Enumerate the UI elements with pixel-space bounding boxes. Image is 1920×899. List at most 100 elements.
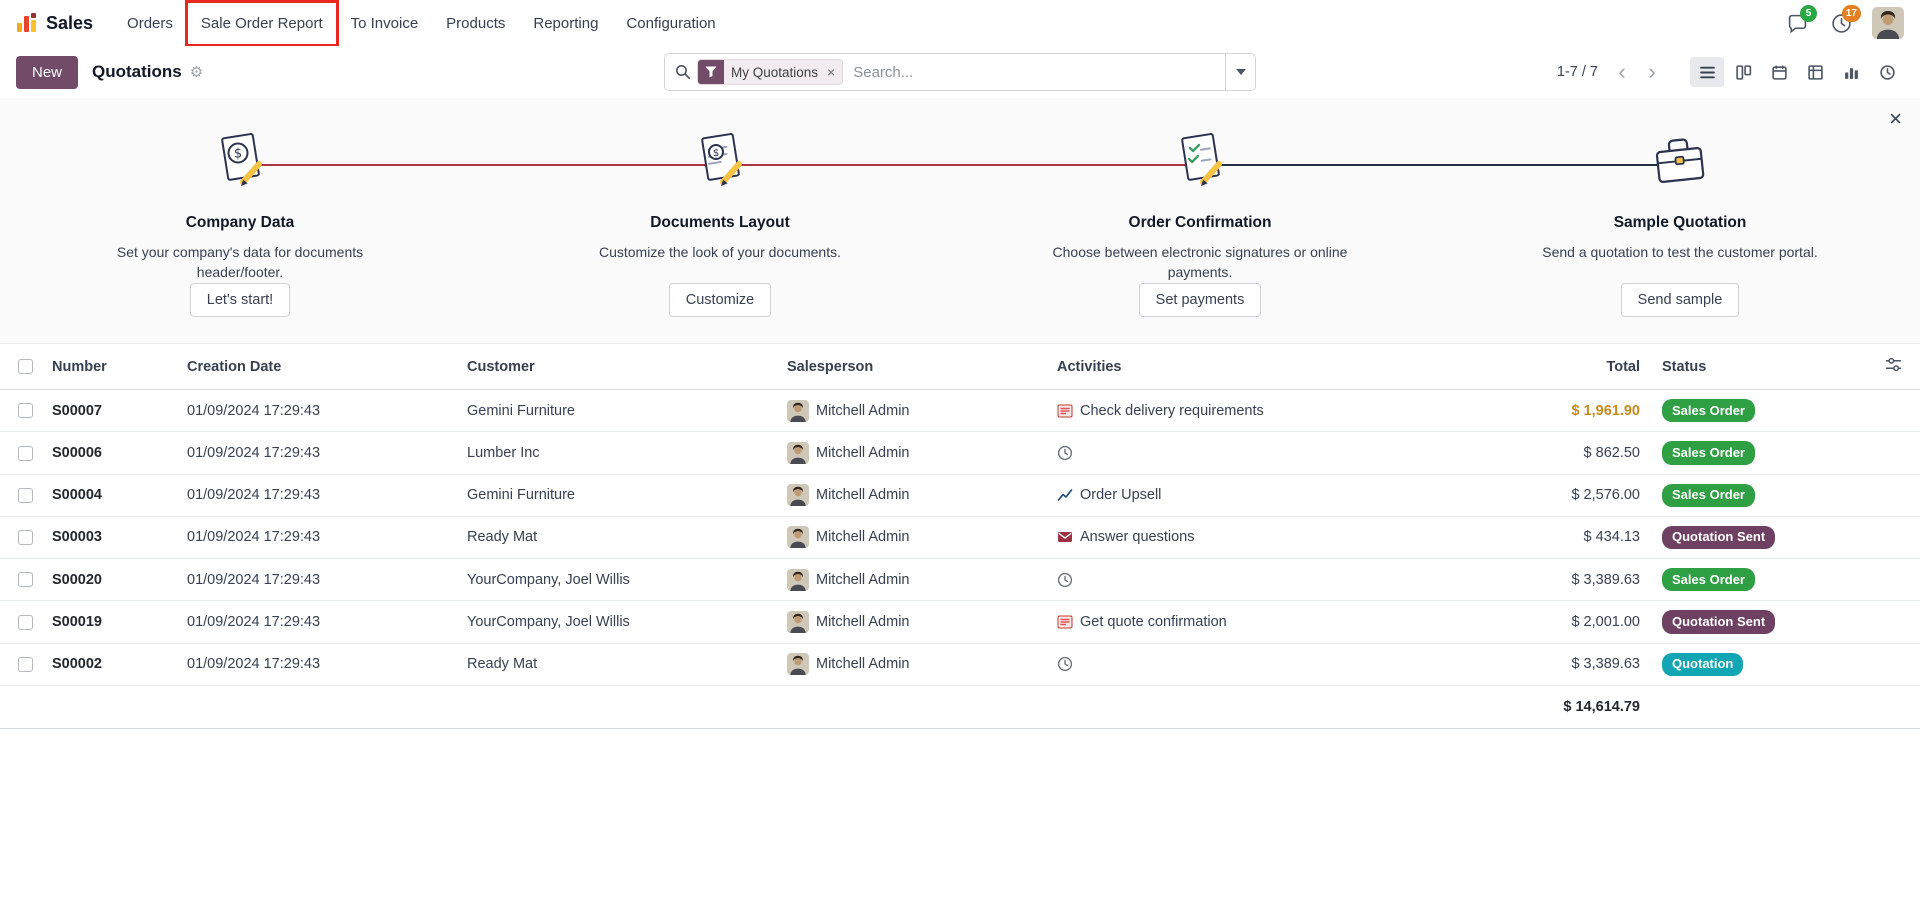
creation-date: 01/09/2024 17:29:43	[187, 571, 321, 588]
row-checkbox[interactable]	[18, 487, 33, 503]
company-data-document-icon: $	[205, 116, 275, 212]
salesperson-avatar	[787, 484, 809, 507]
menu-orders-label: Orders	[127, 14, 173, 32]
status-badge: Sales Order	[1662, 441, 1755, 465]
step-description: Set your company's data for documents he…	[116, 244, 364, 281]
status-badge: Quotation Sent	[1662, 525, 1776, 549]
total-amount: $ 3,389.63	[1571, 656, 1640, 673]
onboarding-step-company-data: $ Company Data Set your company's data f…	[0, 116, 480, 343]
column-header-creation-date[interactable]: Creation Date	[179, 344, 459, 390]
activities-button[interactable]: 17	[1828, 5, 1861, 36]
view-list-button[interactable]	[1690, 57, 1724, 87]
salesperson-avatar	[787, 610, 809, 633]
row-checkbox[interactable]	[18, 530, 33, 546]
set-payments-button[interactable]: Set payments	[1138, 283, 1262, 317]
order-number: S00019	[52, 613, 102, 630]
table-row[interactable]: S00019 01/09/2024 17:29:43 YourCompany, …	[0, 600, 1920, 644]
table-row[interactable]: S00003 01/09/2024 17:29:43 Ready Mat Mit…	[0, 516, 1920, 560]
menu-to-invoice[interactable]: To Invoice	[339, 7, 431, 40]
view-pivot-button[interactable]	[1798, 57, 1832, 87]
column-header-status[interactable]: Status	[1648, 344, 1868, 390]
menu-products[interactable]: Products	[434, 7, 517, 40]
send-sample-button[interactable]: Send sample	[1620, 283, 1740, 317]
view-graph-button[interactable]	[1834, 57, 1868, 87]
salesperson-name: Mitchell Admin	[816, 529, 910, 546]
new-button[interactable]: New	[16, 55, 79, 89]
row-checkbox[interactable]	[18, 572, 33, 588]
user-avatar[interactable]	[1872, 7, 1904, 39]
menu-sale-order-report-label: Sale Order Report	[200, 14, 323, 32]
column-header-total[interactable]: Total	[1498, 344, 1648, 390]
view-calendar-button[interactable]	[1762, 57, 1796, 87]
view-settings-gear-icon[interactable]: ⚙	[189, 64, 204, 81]
systray: 5 17	[1784, 5, 1904, 39]
row-checkbox[interactable]	[18, 614, 33, 630]
activity-icon[interactable]	[1057, 614, 1073, 630]
view-activity-button[interactable]	[1870, 57, 1904, 87]
svg-text:$: $	[234, 147, 242, 162]
salesperson-name: Mitchell Admin	[816, 613, 910, 630]
lets-start-button[interactable]: Let's start!	[189, 283, 291, 317]
onboarding-close-icon[interactable]: ×	[1889, 106, 1902, 131]
quotations-table: Number Creation Date Customer Salesperso…	[0, 344, 1920, 729]
activity-icon[interactable]	[1057, 403, 1073, 419]
creation-date: 01/09/2024 17:29:43	[187, 444, 321, 461]
status-badge: Quotation Sent	[1662, 610, 1776, 634]
row-checkbox[interactable]	[18, 445, 33, 461]
facet-label: My Quotations	[724, 60, 826, 84]
activity-icon[interactable]	[1057, 487, 1073, 503]
activity-icon[interactable]	[1057, 572, 1073, 588]
view-switcher	[1690, 57, 1904, 87]
menu-configuration[interactable]: Configuration	[614, 7, 727, 40]
table-row[interactable]: S00006 01/09/2024 17:29:43 Lumber Inc Mi…	[0, 431, 1920, 475]
activity-label: Order Upsell	[1080, 487, 1162, 504]
activity-icon[interactable]	[1057, 656, 1073, 672]
column-header-activities[interactable]: Activities	[1049, 344, 1498, 390]
optional-columns-icon[interactable]	[1885, 357, 1902, 377]
total-amount: $ 862.50	[1583, 444, 1640, 461]
column-header-customer[interactable]: Customer	[459, 344, 779, 390]
column-header-number[interactable]: Number	[44, 344, 179, 390]
main-menu: Orders Sale Order Report To Invoice Prod…	[115, 0, 1784, 47]
activity-icon[interactable]	[1057, 529, 1073, 545]
row-checkbox[interactable]	[18, 656, 33, 672]
customer-name: Ready Mat	[467, 529, 538, 546]
menu-sale-order-report[interactable]: Sale Order Report	[184, 0, 339, 47]
step-description: Choose between electronic signatures or …	[1052, 244, 1348, 281]
table-row[interactable]: S00004 01/09/2024 17:29:43 Gemini Furnit…	[0, 474, 1920, 517]
customize-button[interactable]: Customize	[668, 283, 772, 317]
total-amount: $ 2,576.00	[1571, 487, 1640, 504]
step-title: Sample Quotation	[1613, 214, 1747, 231]
search-bar[interactable]: My Quotations ×	[664, 53, 1256, 91]
activity-icon[interactable]	[1057, 445, 1073, 461]
view-kanban-button[interactable]	[1726, 57, 1760, 87]
clock-icon	[1831, 13, 1852, 34]
column-header-salesperson[interactable]: Salesperson	[779, 344, 1049, 390]
menu-orders[interactable]: Orders	[115, 7, 185, 40]
messages-button[interactable]: 5	[1784, 5, 1817, 36]
activity-label: Get quote confirmation	[1080, 613, 1227, 630]
table-row[interactable]: S00020 01/09/2024 17:29:43 YourCompany, …	[0, 558, 1920, 602]
sales-app-brand[interactable]: Sales	[16, 12, 93, 34]
pager-previous-button[interactable]: ‹	[1608, 58, 1636, 86]
search-dropdown-toggle[interactable]	[1225, 54, 1255, 90]
creation-date: 01/09/2024 17:29:43	[187, 402, 321, 419]
select-all-checkbox[interactable]	[18, 359, 33, 375]
status-badge: Sales Order	[1662, 399, 1755, 423]
salesperson-name: Mitchell Admin	[816, 571, 910, 588]
table-row[interactable]: S00007 01/09/2024 17:29:43 Gemini Furnit…	[0, 389, 1920, 433]
menu-reporting[interactable]: Reporting	[521, 7, 610, 40]
search-input[interactable]	[843, 63, 1225, 81]
salesperson-name: Mitchell Admin	[816, 656, 910, 673]
pager-next-button[interactable]: ›	[1638, 58, 1666, 86]
salesperson-name: Mitchell Admin	[816, 402, 910, 419]
salesperson-avatar	[787, 441, 809, 464]
customer-name: YourCompany, Joel Willis	[467, 613, 630, 630]
step-description: Customize the look of your documents.	[598, 244, 841, 260]
order-number: S00006	[52, 444, 102, 461]
messages-count-badge: 5	[1800, 5, 1817, 22]
table-row[interactable]: S00002 01/09/2024 17:29:43 Ready Mat Mit…	[0, 643, 1920, 686]
grand-total: $ 14,614.79	[1563, 698, 1640, 715]
row-checkbox[interactable]	[18, 403, 33, 419]
facet-remove-icon[interactable]: ×	[825, 60, 843, 84]
